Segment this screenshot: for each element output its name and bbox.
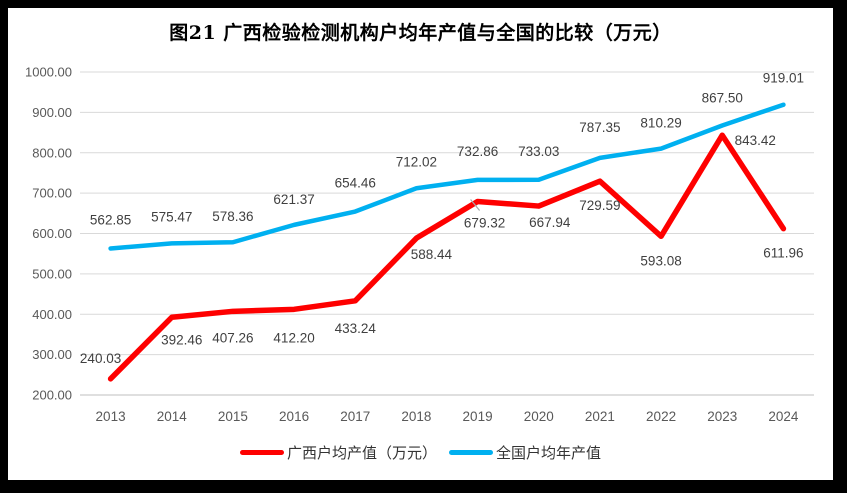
data-label-guangxi: 679.32 <box>464 215 505 230</box>
series-line-guangxi <box>107 132 787 382</box>
y-axis-tick-label: 900.00 <box>32 105 72 120</box>
chart-title: 图21 广西检验检测机构户均年产值与全国的比较（万元） <box>169 22 672 44</box>
x-axis-tick-label: 2019 <box>463 409 493 424</box>
x-axis-tick-label: 2024 <box>768 409 799 424</box>
data-label-guangxi: 843.42 <box>735 133 776 148</box>
data-label-callout-line <box>470 199 481 211</box>
x-axis-tick-label: 2014 <box>157 409 188 424</box>
legend-item-guangxi: 广西户均产值（万元） <box>239 442 437 463</box>
data-label-guangxi: 240.03 <box>80 351 121 366</box>
x-axis-tick-label: 2013 <box>96 409 126 424</box>
legend-label-guangxi: 广西户均产值（万元） <box>286 445 437 462</box>
legend-label-national: 全国户均年产值 <box>496 445 602 462</box>
data-label-guangxi: 392.46 <box>161 332 202 347</box>
y-axis-tick-label: 600.00 <box>32 226 72 241</box>
x-axis-tick-label: 2015 <box>218 409 248 424</box>
x-axis-tick-label: 2020 <box>524 409 554 424</box>
legend-line-swatch-red <box>239 450 284 455</box>
y-axis-tick-label: 1000.00 <box>25 65 72 80</box>
line-chart-plot: 200.00 300.00 400.00 500.00 600.00 700.00 800.… <box>25 65 814 424</box>
y-axis-tick-label: 500.00 <box>32 266 72 281</box>
data-label-national: 732.86 <box>457 144 498 159</box>
data-label-guangxi: 588.44 <box>411 247 453 262</box>
data-label-national: 867.50 <box>702 90 743 105</box>
legend-item-national: 全国户均年产值 <box>449 442 601 463</box>
data-label-national: 733.03 <box>518 144 559 159</box>
data-label-national: 578.36 <box>212 209 253 224</box>
data-label-national: 654.46 <box>335 176 376 191</box>
x-axis-tick-label: 2022 <box>646 409 676 424</box>
x-axis-tick-label: 2018 <box>401 409 431 424</box>
data-label-guangxi: 593.08 <box>640 253 681 268</box>
data-label-guangxi: 412.20 <box>273 330 314 345</box>
data-label-national: 712.02 <box>396 154 437 169</box>
y-axis-tick-label: 800.00 <box>32 145 72 160</box>
x-axis-tick-label: 2021 <box>585 409 615 424</box>
data-label-guangxi: 729.59 <box>579 198 620 213</box>
data-label-guangxi: 667.94 <box>529 215 571 230</box>
data-label-guangxi: 433.24 <box>335 321 377 336</box>
data-label-national: 787.35 <box>579 120 620 135</box>
data-label-guangxi: 407.26 <box>212 330 253 345</box>
data-label-national: 919.01 <box>763 71 804 86</box>
data-label-guangxi: 611.96 <box>763 246 803 261</box>
y-axis-tick-label: 400.00 <box>32 307 72 322</box>
x-axis-tick-label: 2017 <box>340 409 370 424</box>
legend-line-swatch-blue <box>449 450 493 455</box>
y-axis-tick-label: 200.00 <box>32 388 72 403</box>
data-label-national: 562.85 <box>90 212 131 227</box>
series-line-national <box>108 102 786 251</box>
legend: 广西户均产值（万元） 全国户均年产值 <box>8 442 833 463</box>
data-label-national: 575.47 <box>151 209 192 224</box>
x-axis-tick-label: 2016 <box>279 409 309 424</box>
x-axis-tick-label: 2023 <box>707 409 737 424</box>
y-axis-tick-label: 300.00 <box>32 347 72 362</box>
y-axis-tick-label: 700.00 <box>32 186 72 201</box>
data-label-national: 621.37 <box>273 192 314 207</box>
data-label-national: 810.29 <box>640 116 681 131</box>
